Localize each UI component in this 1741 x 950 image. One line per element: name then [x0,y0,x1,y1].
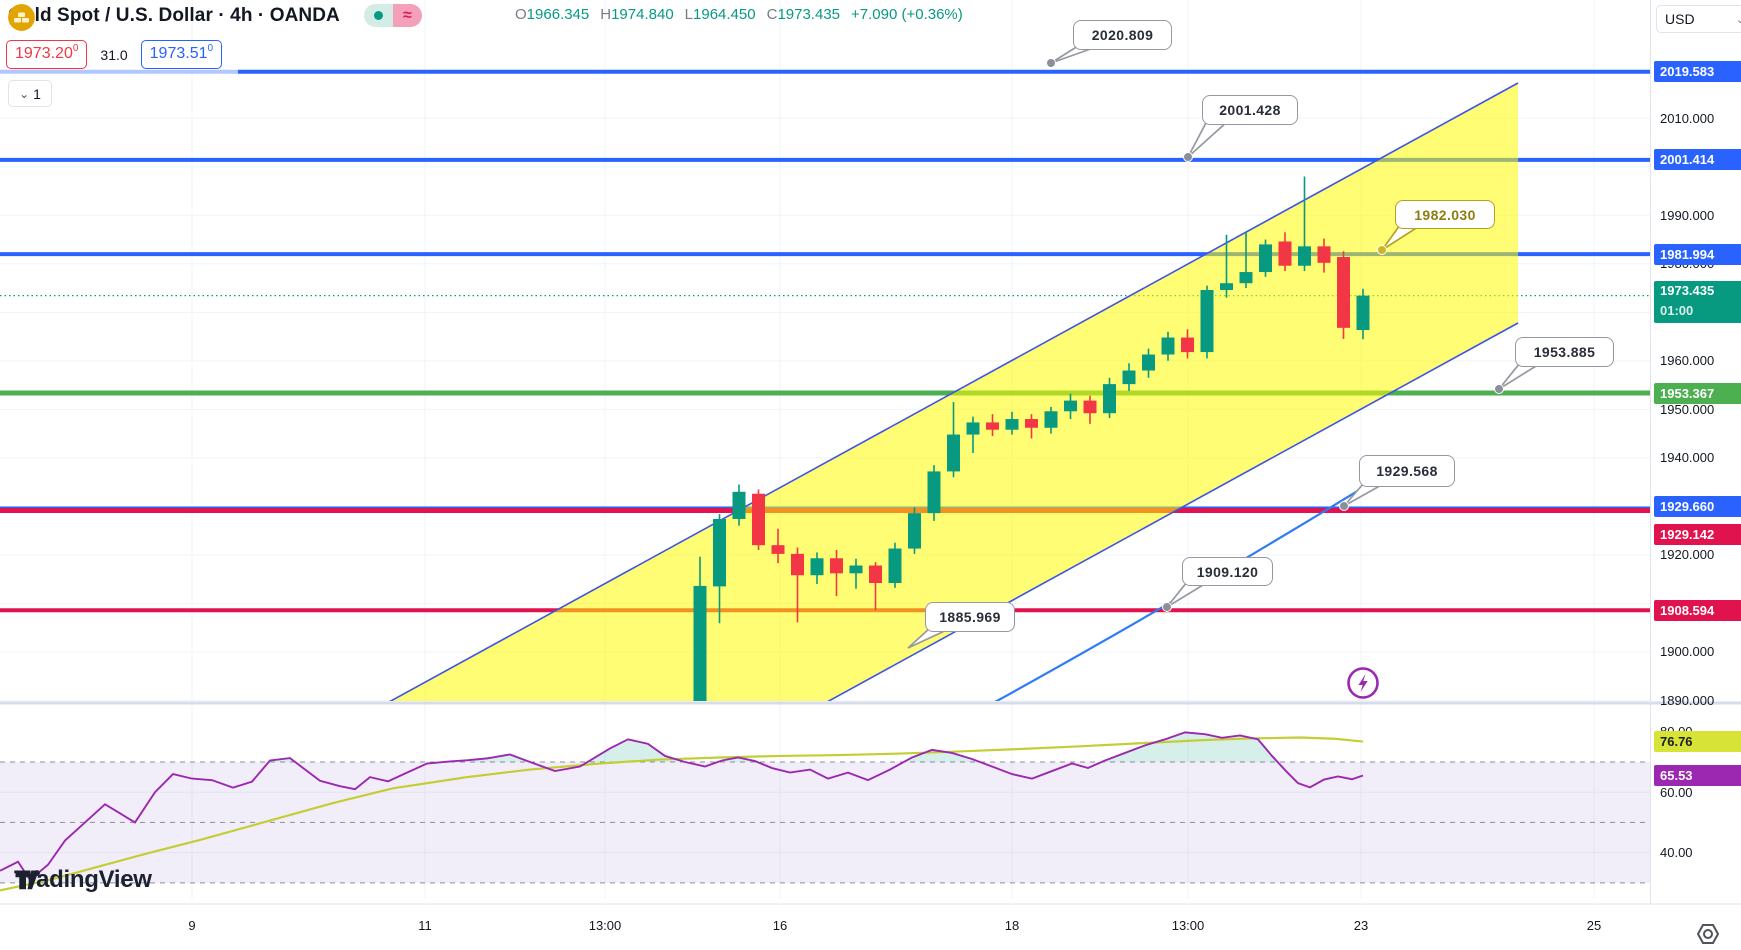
price-callout[interactable]: 1929.568 [1359,455,1455,487]
low-value: 1964.450 [693,6,756,23]
time-axis-label: 9 [188,918,196,933]
market-status-toggle[interactable] [363,4,393,27]
price-callout[interactable]: 2001.428 [1202,95,1298,125]
price-callout[interactable]: 1953.885 [1515,337,1614,367]
spread-value: 31.0 [93,43,135,66]
time-axis-label: 13:00 [588,918,622,933]
rsi-axis-label: 65.53 [1654,765,1741,786]
pane-borders [0,0,1741,905]
rsi-indicator[interactable] [0,731,1364,892]
ohlc-readout: O1966.345 H1974.840 L1964.450 C1973.435 … [515,6,963,23]
tradingview-watermark[interactable]: TradingView [14,866,152,893]
time-axis-label: 11 [418,918,432,933]
approx-price-toggle[interactable]: ≈ [392,4,422,27]
price-axis-label: 1940.000 [1660,450,1715,466]
price-axis-label: 1929.660 [1654,495,1741,517]
time-axis-label: 16 [772,918,788,933]
parallel-channel-drawing[interactable] [389,82,1519,702]
rsi-bands [0,761,1650,884]
time-axis-label: 18 [1004,918,1020,933]
status-dot-icon [373,11,383,20]
currency-value: USD [1665,11,1695,27]
high-value: 1974.840 [611,6,674,23]
price-axis-label: 1920.000 [1660,547,1715,563]
time-axis-label: 13:00 [1171,918,1205,933]
price-axis-label: 1973.435 01:00 [1654,281,1741,324]
price-axis-label: 1981.994 [1654,243,1741,265]
price-callout[interactable]: 1885.969 [925,602,1015,632]
change-value: +7.090 (+0.36%) [851,6,963,23]
price-axis-label: 2010.000 [1660,110,1715,126]
symbol-title: Gold Spot / U.S. Dollar · 4h · OANDA [8,4,340,26]
symbol-legend[interactable]: Gold Spot / U.S. Dollar · 4h · OANDA ≈ [8,4,422,31]
tradingview-logo-icon [15,870,40,890]
price-axis-label: 1890.000 [1660,692,1715,708]
caret-down-icon: ⌄ [1735,13,1741,26]
chevron-down-icon: ⌄ [19,86,30,101]
candlestick-series[interactable] [693,176,1370,729]
price-axis-label: 2001.414 [1654,149,1741,171]
price-axis-label: 1990.000 [1660,207,1715,223]
bar-count-value: 1 [33,85,41,102]
approx-icon: ≈ [403,6,412,24]
open-value: 1966.345 [526,6,590,23]
price-axis-label: 1929.142 [1654,524,1741,545]
price-axis-label: 1908.594 [1654,599,1741,621]
price-axis-label: 1960.000 [1660,353,1715,369]
price-axis-label: 1900.000 [1660,644,1715,660]
price-axis-label: 2019.583 [1654,61,1741,83]
price-callout[interactable]: 2020.809 [1073,20,1172,50]
currency-selector[interactable]: USD ⌄ [1656,5,1741,33]
buy-button[interactable]: 1973.51 0 [140,40,223,69]
price-callout[interactable]: 1909.120 [1182,557,1273,586]
trading-panel: 1973.20 0 31.0 1973.51 0 [6,40,223,69]
rsi-axis-label: 60.00 [1660,784,1693,800]
rsi-axis-label: 40.00 [1660,845,1693,861]
gold-symbol-icon [8,4,35,31]
time-axis-label: 25 [1586,918,1602,933]
rsi-axis-label: 76.76 [1654,731,1741,753]
sell-button[interactable]: 1973.20 0 [6,40,88,69]
bar-count-button[interactable]: ⌄ 1 [8,80,52,107]
close-value: 1973.435 [777,6,841,23]
time-axis-label: 23 [1353,918,1369,933]
callout-tails [907,45,1544,649]
price-axis-label: 1953.367 [1654,382,1741,404]
price-axis-label: 1950.000 [1660,401,1715,417]
price-callout[interactable]: 1982.030 [1395,200,1495,229]
